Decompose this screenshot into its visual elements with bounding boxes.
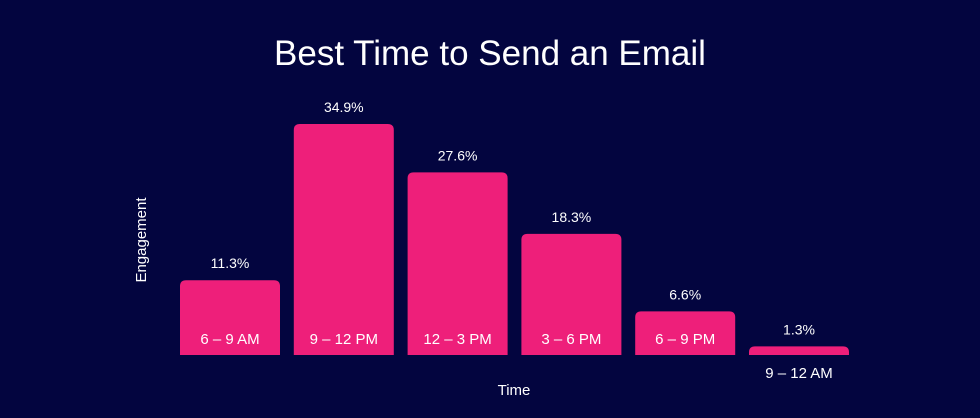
y-axis-label: Engagement [133,197,150,283]
value-label-6-9-am: 11.3% [211,255,250,271]
category-label-6-9-pm: 6 – 9 PM [655,331,715,348]
value-label-9-12-pm: 34.9% [324,99,364,115]
category-label-12-3-pm: 12 – 3 PM [423,331,491,348]
category-label-3-6-pm: 3 – 6 PM [541,331,601,348]
value-label-12-3-pm: 27.6% [438,147,478,163]
value-label-9-12-am: 1.3% [783,321,815,337]
bar-6-9-pm [635,311,736,355]
category-label-9-12-pm: 9 – 12 PM [310,331,378,348]
bars-group: 11.3% 6 – 9 AM 34.9% 9 – 12 PM 27.6% 12 – 3 P… [180,99,849,382]
bar-12-3-pm [407,172,508,355]
bar-9-12-pm [293,124,394,355]
value-label-6-9-pm: 6.6% [669,286,701,302]
bar-3-6-pm [521,233,622,355]
x-axis-label: Time [498,382,531,399]
bar-6-9-am [180,280,280,355]
bar-9-12-am [749,346,849,355]
value-label-3-6-pm: 18.3% [552,209,592,225]
category-label-6-9-am: 6 – 9 AM [200,331,259,348]
category-label-9-12-am: 9 – 12 AM [765,365,833,382]
chart-title: Best Time to Send an Email [274,34,706,73]
